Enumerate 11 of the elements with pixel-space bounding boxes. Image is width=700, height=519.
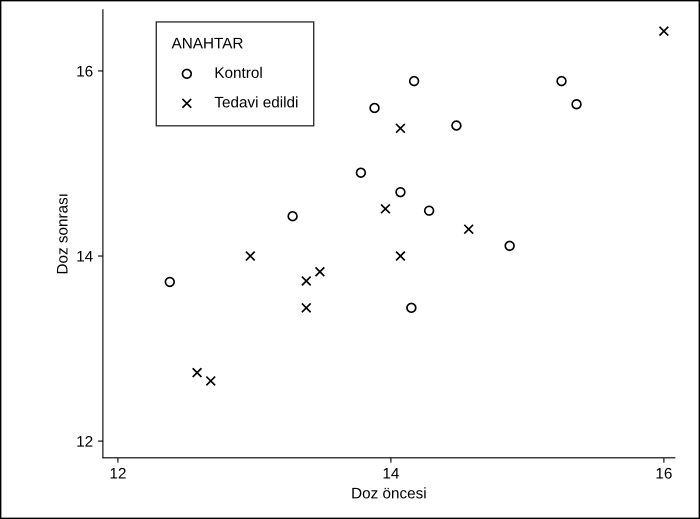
y-tick-label: 12 — [77, 436, 92, 447]
legend-title: ANAHTAR — [172, 38, 243, 48]
x-tick-label: 12 — [110, 468, 126, 479]
legend-label: Kontrol — [216, 66, 262, 78]
y-axis-title: Doz sonrası — [56, 194, 68, 274]
x-tick-label: 16 — [656, 468, 672, 479]
x-axis-title: Doz öncesi — [352, 487, 426, 498]
legend-label: Tedavi edildi — [214, 96, 298, 108]
y-tick-label: 16 — [77, 66, 93, 77]
x-tick-label: 14 — [384, 468, 399, 479]
y-tick-label: 14 — [77, 251, 93, 262]
